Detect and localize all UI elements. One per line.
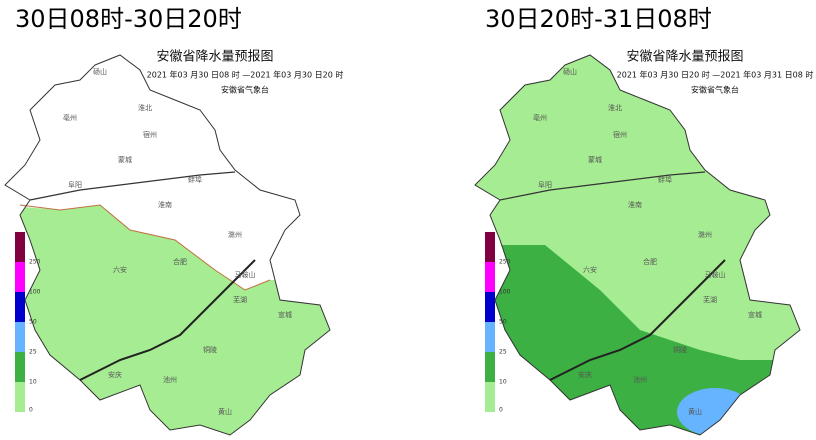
city-label: 铜陵: [203, 345, 217, 354]
city-label: 蚌埠: [658, 175, 672, 184]
city-label: 芜湖: [703, 295, 717, 304]
map-title: 安徽省降水量预报图: [156, 50, 273, 65]
legend-swatch: [15, 382, 25, 412]
city-label: 砀山: [563, 67, 577, 76]
city-label: 安庆: [108, 370, 122, 379]
yangtze-river: [79, 259, 256, 381]
city-label: 铜陵: [673, 345, 687, 354]
city-label: 蚌埠: [188, 175, 202, 184]
panel-title: 30日08时-30日20时: [15, 5, 242, 33]
city-label: 阜阳: [68, 180, 82, 189]
legend-label: 50: [29, 319, 37, 326]
legend-label: 100: [29, 289, 41, 296]
huai-river: [499, 171, 706, 201]
forecast-period: 2021 年03 月30 日08 时 —2021 年03 月30 日20 时: [147, 70, 344, 80]
legend-label: 10: [499, 379, 507, 386]
issuer: 安徽省气象台: [691, 85, 739, 95]
city-label: 淮南: [158, 200, 172, 209]
city-label: 砀山: [93, 67, 107, 76]
panel-title: 30日20时-31日08时: [485, 5, 712, 33]
legend-label: 0: [29, 407, 33, 414]
city-label: 滁州: [228, 230, 242, 239]
legend-swatch: [485, 382, 495, 412]
forecast-period: 2021 年03 月30 日20 时 —2021 年03 月31 日08 时: [617, 70, 814, 80]
city-label: 亳州: [63, 113, 77, 122]
legend-swatch: [485, 292, 495, 322]
legend-swatch: [15, 292, 25, 322]
yangtze-river: [549, 259, 726, 381]
city-label: 池州: [633, 375, 647, 384]
legend-swatch: [15, 322, 25, 352]
city-label: 池州: [163, 375, 177, 384]
legend-label: 10: [29, 379, 37, 386]
city-label: 蒙城: [118, 155, 132, 164]
huai-river: [29, 171, 236, 201]
city-label: 黄山: [218, 407, 232, 416]
city-label: 马鞍山: [235, 270, 256, 279]
legend-swatch: [15, 232, 25, 262]
city-label: 阜阳: [538, 180, 552, 189]
city-label: 蒙城: [588, 155, 602, 164]
legend-swatch: [15, 352, 25, 382]
city-label: 合肥: [643, 257, 657, 266]
city-label: 淮北: [608, 103, 622, 112]
rain-area-light: [5, 205, 330, 435]
legend-label: 250: [29, 259, 41, 266]
legend-swatch: [485, 262, 495, 292]
province-outline: [4, 54, 331, 436]
city-label: 滁州: [698, 230, 712, 239]
legend-label: 50: [499, 319, 507, 326]
legend-label: 0: [499, 407, 503, 414]
city-label: 亳州: [533, 113, 547, 122]
city-label: 宣城: [278, 310, 292, 319]
city-label: 宿州: [613, 130, 627, 139]
legend-label: 250: [499, 259, 511, 266]
map-title: 安徽省降水量预报图: [626, 50, 743, 65]
legend-swatch: [485, 322, 495, 352]
city-label: 六安: [113, 265, 127, 274]
legend-swatch: [485, 352, 495, 382]
city-label: 宣城: [748, 310, 762, 319]
legend-label: 25: [499, 349, 507, 356]
city-label: 宿州: [143, 130, 157, 139]
city-label: 马鞍山: [705, 270, 726, 279]
city-label: 六安: [583, 265, 597, 274]
city-label: 淮南: [628, 200, 642, 209]
city-label: 黄山: [688, 407, 702, 416]
legend-swatch: [485, 232, 495, 262]
rain-boundary: [19, 204, 271, 291]
city-label: 合肥: [173, 257, 187, 266]
legend-label: 25: [29, 349, 37, 356]
issuer: 安徽省气象台: [221, 85, 269, 95]
legend-label: 100: [499, 289, 511, 296]
city-label: 安庆: [578, 370, 592, 379]
city-label: 芜湖: [233, 295, 247, 304]
province-outline: [474, 54, 801, 436]
legend-swatch: [15, 262, 25, 292]
city-label: 淮北: [138, 103, 152, 112]
